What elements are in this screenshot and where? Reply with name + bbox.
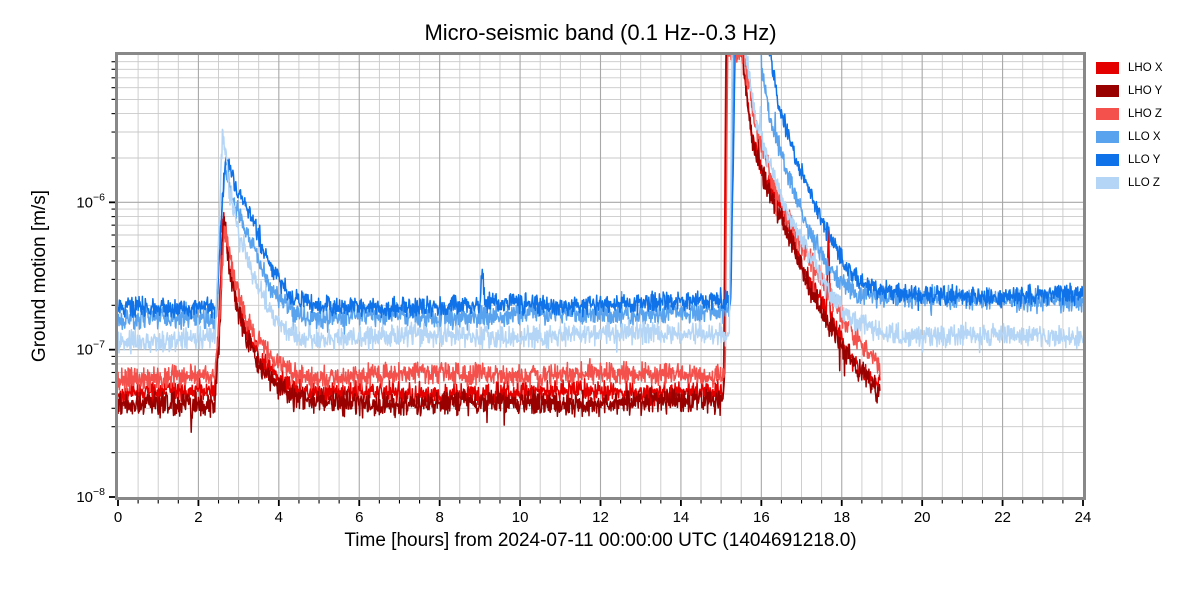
legend-label: LHO X <box>1128 61 1163 74</box>
x-tick-label: 4 <box>275 509 283 526</box>
legend-item: LHO Y <box>1096 79 1163 102</box>
legend-swatch-llo-x <box>1096 130 1119 143</box>
series-lines <box>118 55 1083 433</box>
x-tick-label: 12 <box>592 509 609 526</box>
legend-swatch-llo-y <box>1096 153 1119 166</box>
legend-label: LHO Z <box>1128 107 1162 120</box>
y-axis-label: Ground motion [m/s] <box>29 189 50 363</box>
y-tick-labels: 10−6 10−7 10−8 <box>76 191 105 506</box>
gridlines-major <box>118 55 1083 497</box>
y-tick-label: 10−6 <box>76 191 105 211</box>
x-tick-label: 2 <box>194 509 202 526</box>
legend-label: LHO Y <box>1128 84 1163 97</box>
legend-label: LLO X <box>1128 130 1161 143</box>
legend-label: LLO Y <box>1128 153 1161 166</box>
x-tick-label: 16 <box>753 509 770 526</box>
y-tick-label: 10−8 <box>76 486 105 506</box>
legend-item: LHO X <box>1096 56 1163 79</box>
series-llo-y <box>118 55 1083 320</box>
legend-item: LHO Z <box>1096 102 1163 125</box>
series-lho-y <box>118 55 881 433</box>
x-tick-label: 14 <box>673 509 690 526</box>
x-tick-label: 22 <box>994 509 1011 526</box>
legend-swatch-llo-z <box>1096 176 1119 189</box>
x-tick-label: 10 <box>512 509 529 526</box>
legend-item: LLO Y <box>1096 148 1163 171</box>
x-tick-label: 24 <box>1075 509 1092 526</box>
legend-swatch-lho-x <box>1096 61 1119 74</box>
x-tick-label: 0 <box>114 509 122 526</box>
legend-item: LLO Z <box>1096 171 1163 194</box>
x-tick-label: 18 <box>833 509 850 526</box>
tick-marks <box>109 61 1084 506</box>
chart-title: Micro-seismic band (0.1 Hz--0.3 Hz) <box>424 20 777 45</box>
x-tick-labels: 0 2 4 6 8 10 12 14 16 18 20 22 24 <box>114 509 1092 526</box>
y-tick-label: 10−7 <box>76 339 105 359</box>
legend-item: LLO X <box>1096 125 1163 148</box>
x-tick-label: 6 <box>355 509 363 526</box>
legend-label: LLO Z <box>1128 176 1160 189</box>
x-tick-label: 8 <box>435 509 443 526</box>
x-tick-label: 20 <box>914 509 931 526</box>
legend-swatch-lho-y <box>1096 84 1119 97</box>
series-llo-z <box>118 55 1083 355</box>
series-lho-z <box>118 55 881 393</box>
x-axis-label: Time [hours] from 2024-07-11 00:00:00 UT… <box>344 530 857 551</box>
legend: LHO X LHO Y LHO Z LLO X LLO Y LLO Z <box>1096 56 1163 194</box>
axes-spines <box>115 52 1086 500</box>
legend-swatch-lho-z <box>1096 107 1119 120</box>
